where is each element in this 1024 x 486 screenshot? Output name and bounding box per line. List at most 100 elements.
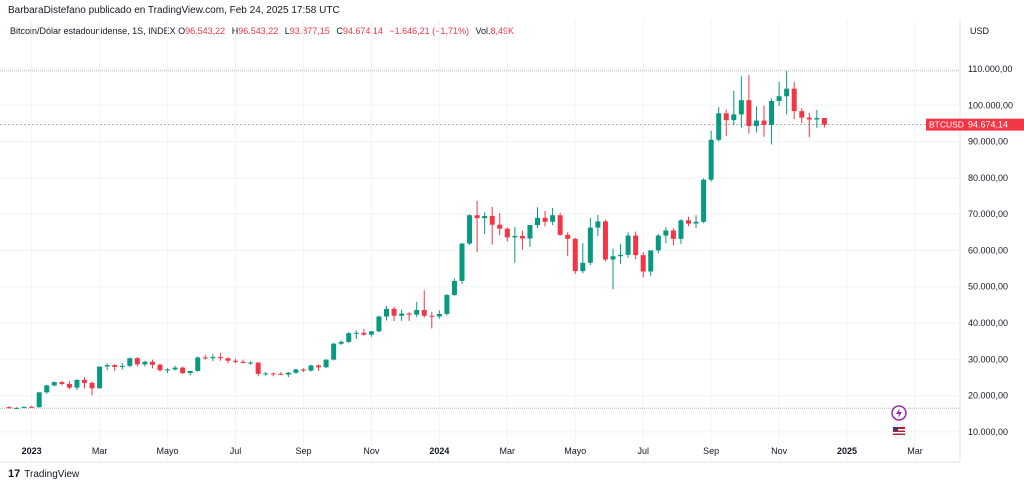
- candle-body: [74, 379, 80, 388]
- close-label: C: [336, 26, 343, 36]
- tradingview-footer[interactable]: 17 TradingView: [8, 468, 79, 480]
- x-tick-label: Jul: [637, 446, 649, 456]
- high-label: H: [231, 26, 239, 36]
- candle-body: [814, 118, 820, 120]
- currency-selector[interactable]: USD: [970, 26, 990, 36]
- flag-stripe-icon: [893, 432, 905, 434]
- time-axis[interactable]: 2023 Mar Mayo Jul Sep Nov 2024 Mar Mayo Jul Sep Nov…: [22, 446, 923, 456]
- candle-body: [776, 96, 782, 101]
- candle-body: [89, 382, 95, 389]
- candle-body: [248, 362, 254, 364]
- candle-body: [353, 332, 359, 334]
- candle-body: [263, 373, 269, 375]
- candle-body: [738, 100, 744, 115]
- price-axis[interactable]: 10.000,00 20.000,00 30.000,00 40.000,00 50.0…: [926, 64, 1024, 437]
- candle-body: [421, 309, 427, 316]
- open-value: 96.543,22: [185, 26, 226, 36]
- candle-body: [527, 225, 533, 239]
- change-value: −1.646,21 (−1,71%): [389, 26, 469, 36]
- y-tick-label: 10.000,00: [968, 427, 1008, 437]
- candle-body: [165, 369, 171, 371]
- x-tick-label: Nov: [363, 446, 380, 456]
- candle-body: [550, 215, 556, 222]
- candle-body: [459, 243, 465, 281]
- flag-canton-icon: [893, 427, 898, 431]
- candle-body: [784, 88, 790, 97]
- candle-body: [701, 179, 707, 222]
- y-tick-label: 40.000,00: [968, 318, 1008, 328]
- last-price-symbol: BTCUSD: [929, 120, 964, 130]
- candle-body: [504, 228, 510, 238]
- candle-body: [172, 367, 178, 370]
- candle-body: [346, 333, 352, 342]
- candle-body: [625, 235, 631, 255]
- x-tick-label: Jul: [230, 446, 242, 456]
- candle-body: [293, 369, 299, 373]
- candle-body: [821, 118, 827, 125]
- candle-body: [134, 358, 140, 365]
- lightning-glyph-icon: [896, 408, 902, 418]
- candle-body: [489, 215, 495, 225]
- publisher-line: BarbaraDistefano publicado en TradingVie…: [8, 5, 340, 16]
- candle-body: [512, 235, 518, 238]
- low-label: L: [284, 26, 290, 36]
- x-tick-label: Mayo: [157, 446, 179, 456]
- candle-body: [670, 230, 676, 239]
- candle-body: [610, 256, 616, 260]
- grid-lines: [0, 18, 961, 463]
- candle-body: [308, 365, 314, 371]
- candle-body: [391, 308, 397, 316]
- candle-body: [406, 313, 412, 315]
- y-tick-label: 100.000,00: [968, 100, 1013, 110]
- candle-body: [640, 255, 646, 272]
- candle-body: [761, 120, 767, 125]
- candle-body: [36, 392, 42, 408]
- candle-body: [119, 365, 125, 367]
- candle-body: [21, 406, 27, 408]
- candle-body: [44, 385, 50, 393]
- candle-body: [104, 365, 110, 367]
- open-label: O: [178, 26, 186, 36]
- candle-body: [595, 221, 601, 228]
- y-tick-label: 80.000,00: [968, 173, 1008, 183]
- x-tick-label: Nov: [771, 446, 788, 456]
- candle-body: [51, 382, 57, 386]
- candle-body: [451, 280, 457, 296]
- candle-body: [316, 365, 322, 368]
- candle-body: [663, 230, 669, 236]
- volume-value: 8,49K: [490, 26, 515, 36]
- candle-body: [482, 215, 488, 219]
- symbol-name[interactable]: Bitcoin/Dólar estadounidense, 1S, INDEX: [10, 26, 176, 36]
- tradingview-brand: TradingView: [24, 468, 80, 480]
- candle-body: [59, 382, 65, 384]
- candle-body: [14, 407, 20, 409]
- candle-body: [414, 309, 420, 315]
- candle-body: [384, 308, 389, 317]
- candle-body: [233, 360, 238, 362]
- last-price-value: 94.674,14: [968, 120, 1008, 130]
- candle-body: [618, 254, 624, 257]
- x-tick-label: Sep: [703, 446, 719, 456]
- candle-body: [361, 332, 367, 335]
- candle-body: [225, 358, 231, 361]
- candle-body: [429, 315, 435, 317]
- y-tick-label: 60.000,00: [968, 245, 1008, 255]
- candle-body: [648, 250, 654, 272]
- candle-body: [127, 358, 133, 366]
- candle-body: [686, 220, 691, 224]
- x-tick-label: Sep: [295, 446, 311, 456]
- candle-body: [587, 227, 593, 263]
- candle-body: [97, 366, 103, 389]
- candle-body: [149, 361, 155, 365]
- candle-body: [708, 139, 714, 180]
- flag-stripe-icon: [893, 429, 905, 431]
- x-tick-label: 2025: [837, 446, 857, 456]
- candle-body: [731, 114, 737, 121]
- candle-body: [716, 113, 722, 140]
- candle-body: [187, 370, 193, 374]
- candle-body: [142, 361, 148, 365]
- candle-body: [678, 220, 684, 239]
- candle-body: [217, 357, 223, 359]
- y-tick-label: 20.000,00: [968, 391, 1008, 401]
